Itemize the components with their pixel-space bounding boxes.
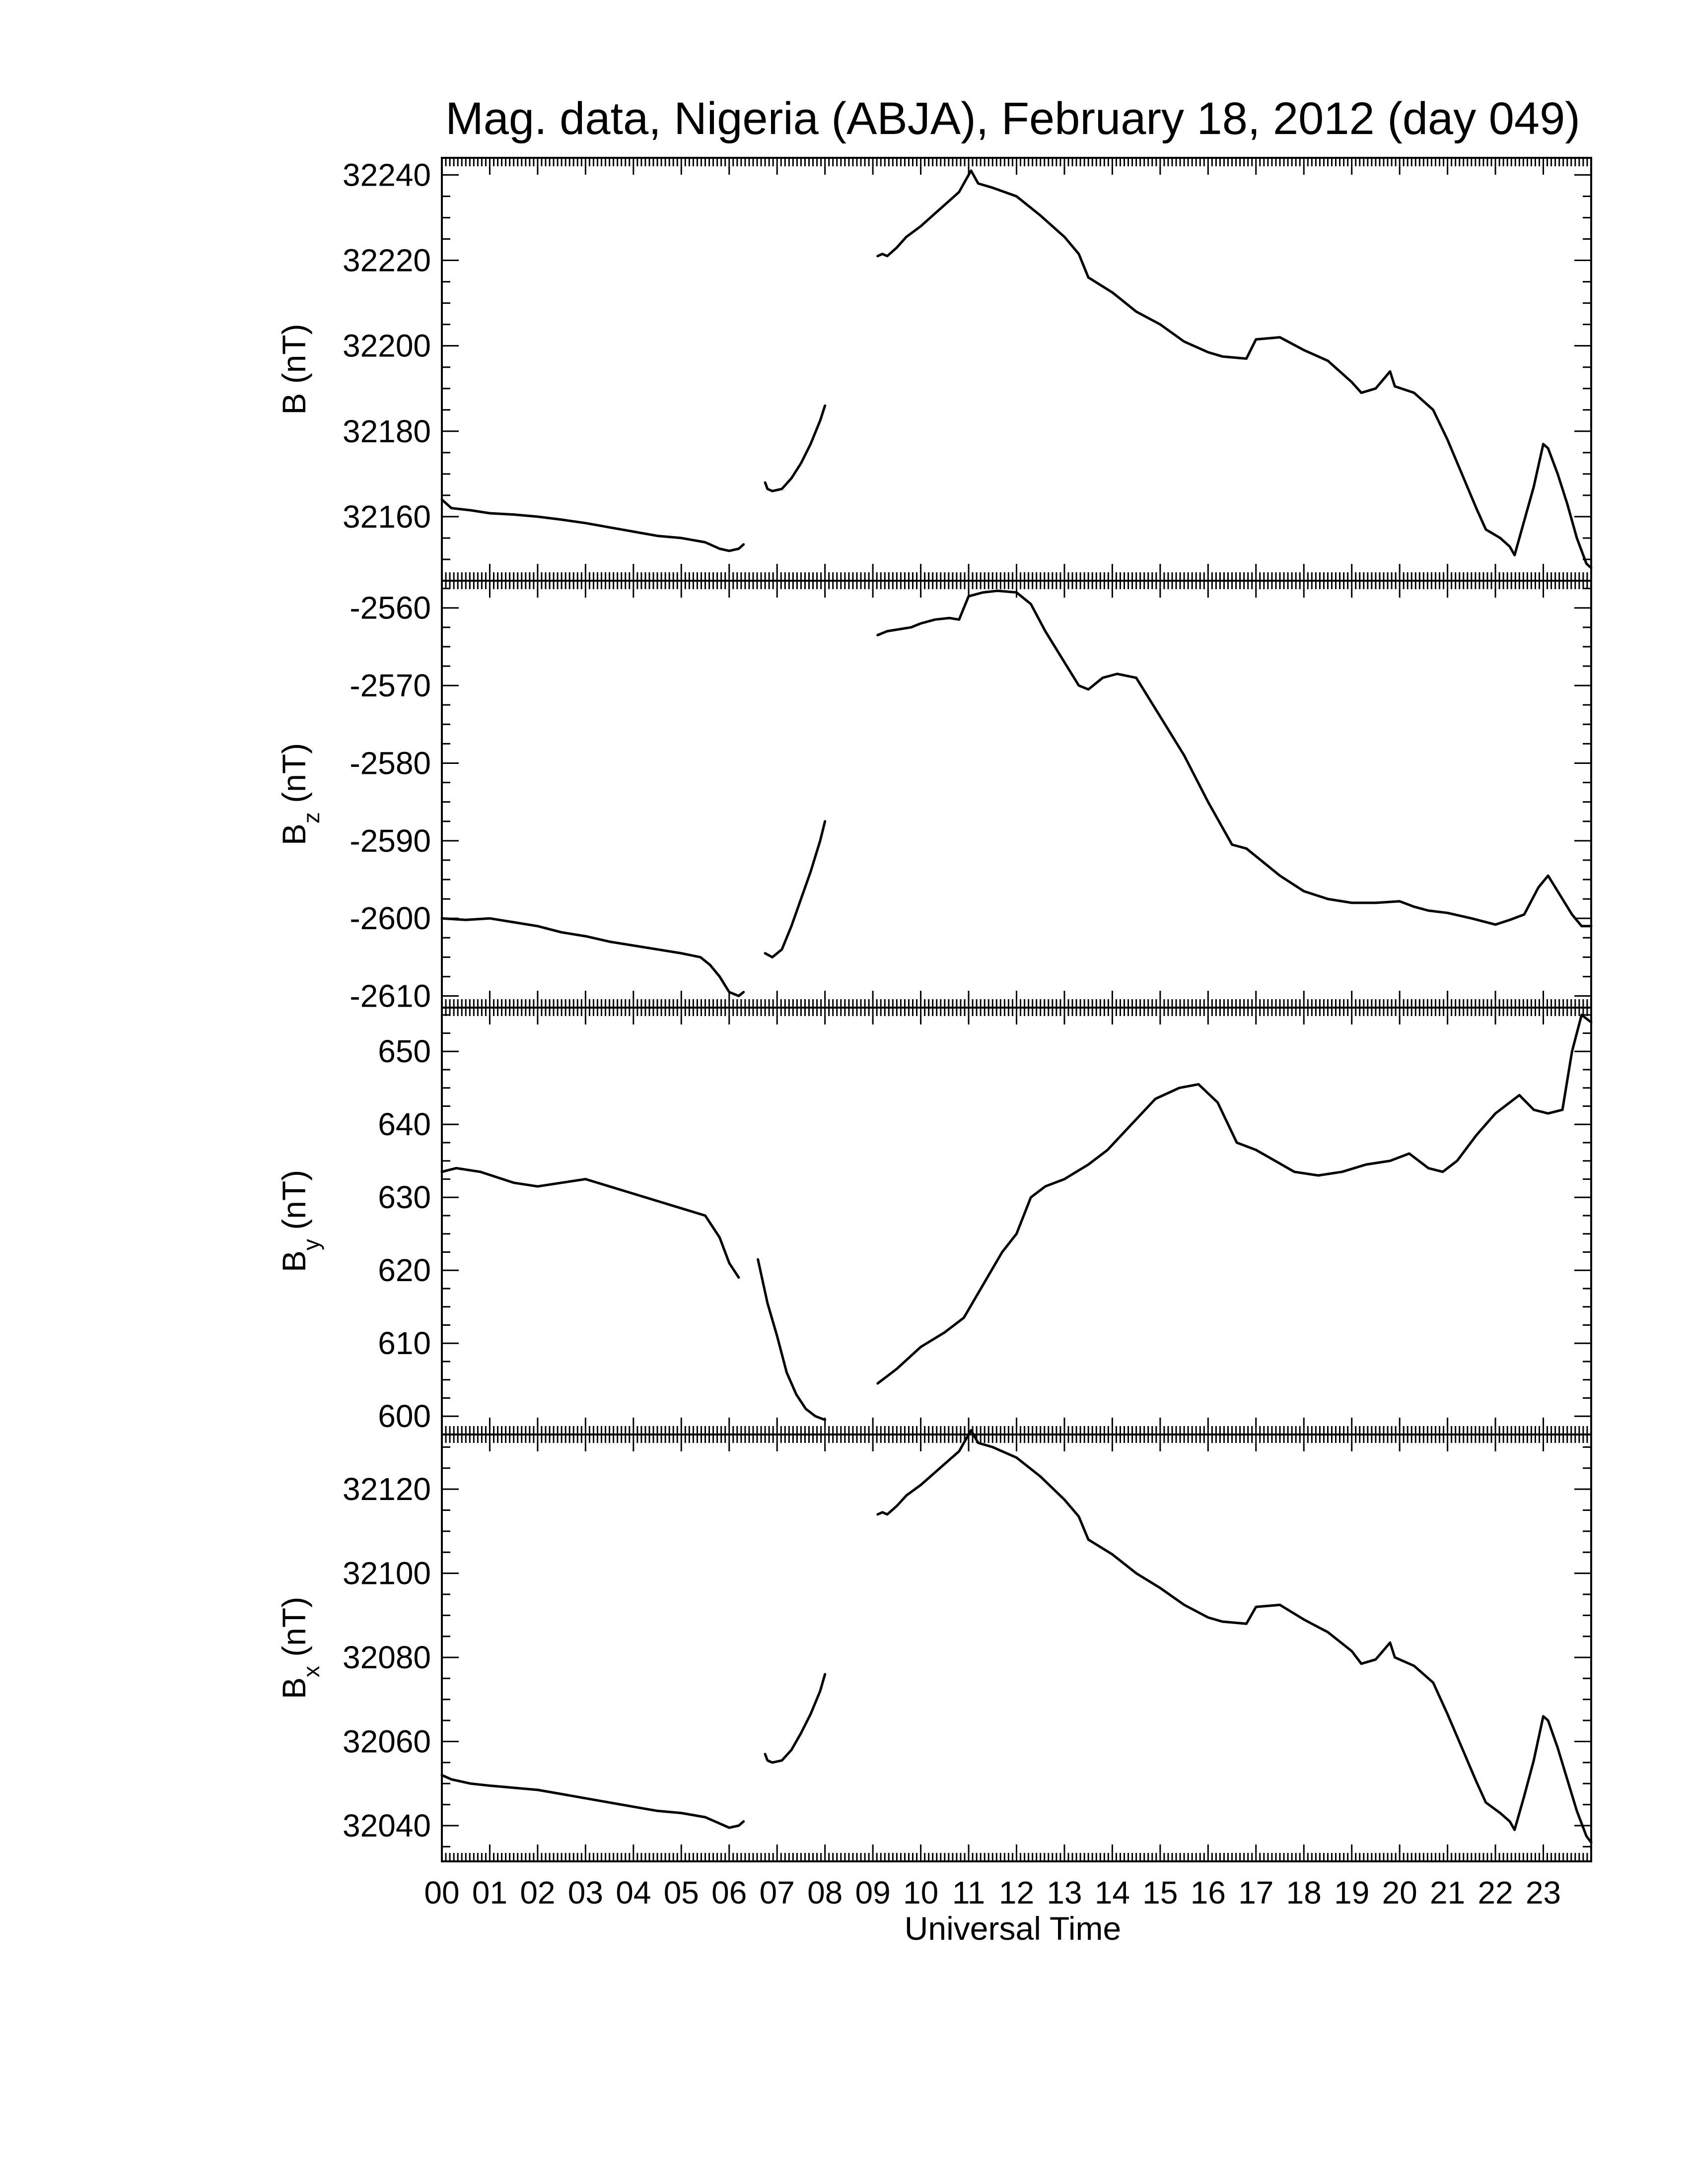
series-line [876,1014,1593,1385]
series-line [440,1774,745,1829]
x-tick-label: 19 [1334,1875,1369,1911]
y-axis-label-unit: (nT) [276,743,312,812]
x-tick-label: 16 [1191,1875,1226,1911]
x-tick-label: 20 [1382,1875,1417,1911]
x-tick-label: 10 [903,1875,938,1911]
chart-title: Mag. data, Nigeria (ABJA), February 18, … [445,93,1580,144]
y-axis-label-main: B [276,1250,312,1272]
y-axis-label: Bz (nT) [276,743,324,845]
y-tick-label: -2600 [350,900,431,936]
y-tick-label: 32100 [343,1556,431,1591]
series-line [876,1429,1593,1844]
y-tick-label: -2560 [350,590,431,626]
y-tick-label: 32120 [343,1471,431,1507]
panel-4: 32040 32060 32080 32100 32120 Bx (nT) [276,1429,1593,1862]
y-tick-label: 620 [378,1252,431,1288]
x-tick-label: 09 [855,1875,891,1911]
series-line [764,404,827,492]
y-axis-label-main: B [276,393,312,415]
y-tick-label: 32180 [343,413,431,449]
x-tick-label: 05 [664,1875,699,1911]
y-axis-label-subscript: y [298,1239,324,1250]
y-axis-label-unit: (nT) [276,1597,312,1666]
x-tick-label: 21 [1430,1875,1465,1911]
x-tick-label: 12 [999,1875,1034,1911]
y-tick-label: 32160 [343,499,431,535]
y-axis-label-subscript: x [298,1666,324,1677]
y-tick-label: -2580 [350,745,431,781]
x-tick-label: 08 [807,1875,843,1911]
series-line [876,169,1593,569]
x-tick-label: 14 [1095,1875,1130,1911]
y-axis-label: Bx (nT) [276,1597,324,1699]
series-line [764,1673,827,1764]
y-axis-label-unit: (nT) [276,324,312,393]
x-tick-label: 07 [760,1875,795,1911]
panel-2: -2610 -2600 -2590 -2580 -2570 -2560 Bz (nT) [276,580,1593,1014]
y-axis-label-main: B [276,1677,312,1699]
y-tick-label: 600 [378,1398,431,1434]
series-line [440,498,745,552]
panel-3: 600 610 620 630 640 650 By (nT) [276,1007,1593,1435]
x-tick-label: 02 [520,1875,555,1911]
y-tick-label: 32060 [343,1724,431,1760]
series-line [764,820,827,958]
y-tick-label: 32040 [343,1808,431,1843]
y-axis-label-subscript: z [298,812,324,823]
x-tick-label: 04 [616,1875,651,1911]
x-tick-label: 13 [1047,1875,1082,1911]
x-tick-label: 18 [1286,1875,1322,1911]
y-axis-label: By (nT) [276,1170,324,1272]
y-tick-label: -2590 [350,823,431,859]
y-tick-label: -2610 [350,978,431,1014]
y-tick-label: 32240 [343,157,431,193]
y-tick-label: 32220 [343,243,431,278]
y-tick-label: 630 [378,1179,431,1215]
y-tick-label: 32080 [343,1639,431,1675]
x-axis: Universal Time 00 01 02 03 04 05 06 07 08 09 10 11 1… [424,1875,1561,1947]
panel-frame [441,157,1592,582]
x-tick-label: 01 [472,1875,507,1911]
series-line [757,1258,827,1422]
series-line [440,917,745,997]
x-axis-label: Universal Time [905,1910,1121,1947]
y-tick-label: 32200 [343,328,431,364]
series-line [876,589,1593,928]
y-tick-label: 650 [378,1033,431,1069]
panel-frame [441,1433,1592,1862]
panel-frame [441,1007,1592,1435]
x-tick-label: 06 [711,1875,747,1911]
x-tick-label: 23 [1526,1875,1561,1911]
panel-1: 32160 32180 32200 32220 32240 B (nT) [276,157,1593,582]
y-axis-label-main: B [276,823,312,845]
y-axis-label-unit: (nT) [276,1170,312,1239]
panels-group: 32160 32180 32200 32220 32240 B (nT) -2610 -260… [276,157,1593,1862]
x-tick-label: 17 [1238,1875,1273,1911]
y-tick-label: -2570 [350,668,431,703]
x-tick-label: 11 [952,1875,985,1911]
x-tick-label: 15 [1142,1875,1178,1911]
x-tick-label: 03 [568,1875,603,1911]
x-tick-label: 00 [424,1875,459,1911]
y-tick-label: 640 [378,1106,431,1142]
series-line [440,1166,740,1279]
y-tick-label: 610 [378,1325,431,1361]
x-tick-label: 22 [1477,1875,1513,1911]
y-axis-label: B (nT) [276,324,312,414]
